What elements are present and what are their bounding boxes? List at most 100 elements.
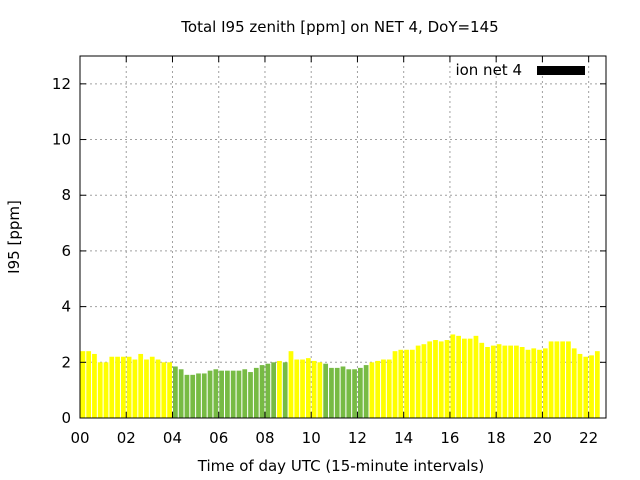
bar	[259, 365, 265, 418]
bar	[225, 370, 230, 418]
y-tick-label: 0	[61, 409, 71, 427]
bar	[207, 370, 213, 418]
bar	[149, 356, 155, 418]
bar	[571, 348, 577, 418]
bar	[542, 348, 548, 418]
bar	[369, 362, 375, 418]
bar	[473, 335, 479, 418]
bar	[508, 345, 513, 418]
bar	[485, 346, 490, 418]
bar	[173, 366, 178, 418]
y-tick-label: 2	[61, 353, 71, 371]
bar	[265, 363, 271, 418]
bar	[450, 334, 456, 418]
bar	[433, 340, 438, 418]
bar	[277, 360, 282, 418]
bar	[438, 341, 444, 418]
bar	[392, 351, 398, 418]
bar	[334, 367, 340, 418]
y-tick-label: 4	[61, 298, 71, 316]
bar	[340, 366, 346, 418]
bar	[92, 353, 97, 418]
bar	[490, 345, 496, 418]
bar	[196, 373, 201, 418]
bar	[288, 351, 294, 418]
bar	[311, 360, 317, 418]
bar	[230, 370, 236, 418]
bar	[462, 338, 467, 418]
x-tick-label: 04	[163, 429, 182, 447]
x-axis-label: Time of day UTC (15-minute intervals)	[197, 457, 484, 475]
bar	[109, 356, 115, 418]
bar	[132, 359, 138, 418]
bar	[583, 356, 589, 418]
bar	[415, 345, 421, 418]
x-tick-label: 16	[440, 429, 459, 447]
bar	[398, 349, 404, 418]
bar	[514, 345, 519, 418]
bar	[537, 349, 542, 418]
bar	[456, 335, 461, 418]
bar	[190, 374, 196, 418]
bar	[329, 367, 334, 418]
bar	[103, 362, 109, 418]
bar	[589, 355, 594, 418]
bar	[323, 363, 329, 418]
x-tick-label: 14	[394, 429, 413, 447]
grid-lines	[80, 56, 606, 418]
bar	[86, 351, 92, 418]
bar	[566, 341, 571, 418]
bar	[155, 359, 161, 418]
bar	[253, 367, 259, 418]
bar	[560, 341, 566, 418]
bar	[404, 349, 409, 418]
bar	[184, 374, 190, 418]
bar	[531, 348, 537, 418]
bar	[300, 359, 305, 418]
x-tick-label: 20	[533, 429, 552, 447]
bar	[548, 341, 554, 418]
bar	[317, 362, 323, 418]
y-tick-label: 8	[61, 186, 71, 204]
bar	[80, 351, 86, 418]
legend-swatch	[537, 66, 585, 75]
y-axis-label: I95 [ppm]	[5, 200, 23, 274]
bar	[305, 358, 311, 418]
legend: ion net 4	[455, 61, 585, 79]
bar	[594, 351, 600, 418]
x-tick-label: 02	[117, 429, 136, 447]
x-tick-label: 06	[209, 429, 228, 447]
bar	[444, 340, 450, 418]
bar	[352, 369, 357, 418]
bar	[219, 370, 224, 418]
bar	[161, 362, 167, 418]
bars	[80, 334, 600, 418]
chart-title: Total I95 zenith [ppm] on NET 4, DoY=145	[180, 18, 498, 36]
bar	[502, 345, 508, 418]
bar	[236, 370, 242, 418]
legend-label: ion net 4	[455, 61, 522, 79]
bar	[282, 362, 288, 418]
bar	[519, 346, 525, 418]
bar	[248, 372, 253, 418]
bar	[167, 362, 172, 418]
bar	[242, 369, 248, 418]
plot-frame	[79, 55, 607, 419]
bar	[115, 356, 120, 418]
x-tick-label: 08	[255, 429, 274, 447]
bar	[201, 373, 207, 418]
x-tick-label: 22	[579, 429, 598, 447]
bar	[381, 359, 386, 418]
bar	[421, 344, 427, 418]
bar	[525, 349, 531, 418]
x-tick-label: 10	[302, 429, 321, 447]
bar	[294, 359, 300, 418]
bar	[409, 349, 415, 418]
bar	[271, 362, 277, 418]
y-tick-label: 6	[61, 242, 71, 260]
bar	[144, 359, 149, 418]
y-tick-label: 10	[52, 131, 71, 149]
bar	[554, 341, 560, 418]
